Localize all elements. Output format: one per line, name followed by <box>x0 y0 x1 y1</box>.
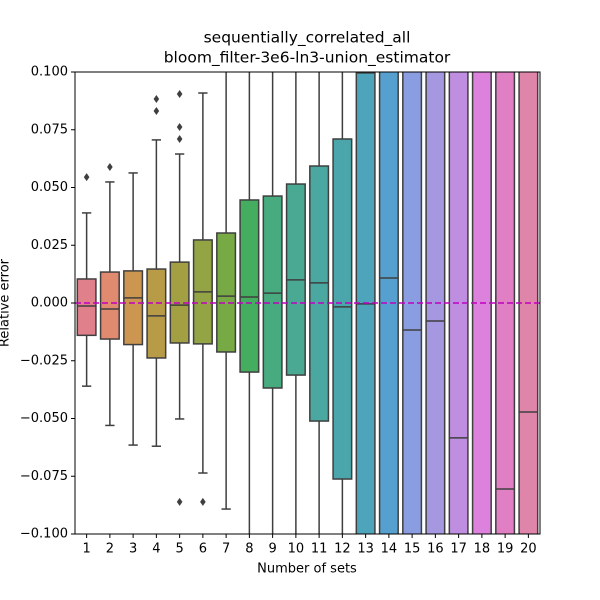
plot-frame <box>74 71 541 535</box>
outlier <box>176 89 183 98</box>
x-axis-label: Number of sets <box>257 562 357 577</box>
outlier <box>107 162 113 171</box>
outlier <box>153 107 160 116</box>
outlier <box>153 95 160 104</box>
box-group <box>471 72 492 534</box>
box-group <box>309 72 330 534</box>
box-group <box>99 162 120 427</box>
x-tick-label: 16 <box>427 542 444 557</box>
box <box>309 165 330 422</box>
x-tick-label: 5 <box>175 542 183 557</box>
plot-area <box>75 72 540 534</box>
x-tick-label: 14 <box>381 542 398 557</box>
box <box>355 72 376 534</box>
box-group <box>216 72 237 510</box>
box-group <box>332 72 353 534</box>
x-tick-label: 13 <box>357 542 374 557</box>
box-group <box>285 72 306 534</box>
x-tick-label: 10 <box>288 542 305 557</box>
box <box>99 271 120 340</box>
y-tick-label: −0.050 <box>20 411 68 426</box>
box <box>518 72 539 534</box>
x-tick-label: 7 <box>222 542 230 557</box>
box-group <box>355 72 376 534</box>
box-group <box>76 173 97 387</box>
x-tick-label: 17 <box>450 542 467 557</box>
outlier <box>176 122 183 131</box>
box <box>216 232 237 353</box>
box <box>448 72 469 534</box>
outlier <box>176 497 183 506</box>
box <box>471 72 492 534</box>
box <box>402 72 423 534</box>
outlier <box>200 497 206 506</box>
box <box>76 278 97 337</box>
y-tick-label: 0.025 <box>31 238 68 253</box>
x-tick-label: 19 <box>497 542 514 557</box>
x-tick-label: 18 <box>474 542 491 557</box>
chart-title: sequentially_correlated_all <box>204 29 411 48</box>
box-group <box>448 72 469 534</box>
x-tick-label: 8 <box>245 542 253 557</box>
box <box>425 72 446 534</box>
y-tick-label: −0.100 <box>20 527 68 542</box>
box-group <box>146 95 167 447</box>
box-group <box>192 92 213 506</box>
y-tick-label: 0.000 <box>31 296 68 311</box>
box-group <box>495 72 516 534</box>
box <box>495 72 516 534</box>
x-tick-label: 11 <box>311 542 328 557</box>
y-tick-label: 0.100 <box>31 65 68 80</box>
x-tick-label: 15 <box>404 542 421 557</box>
axes: −0.100 −0.075 −0.050 −0.025 0.000 0.025 0.050 0… <box>20 65 541 557</box>
x-tick-label: 9 <box>268 542 276 557</box>
x-tick-label: 12 <box>334 542 351 557</box>
box-group <box>425 72 446 534</box>
chart-subtitle: bloom_filter-3e6-ln3-union_estimator <box>164 49 451 68</box>
outlier <box>83 173 90 182</box>
outlier <box>176 134 183 143</box>
x-tick-label: 3 <box>129 542 137 557</box>
y-tick-label: −0.075 <box>20 469 68 484</box>
y-tick-label: 0.075 <box>31 122 68 137</box>
y-axis-label: Relative error <box>0 258 13 347</box>
x-tick-label: 6 <box>199 542 207 557</box>
y-tick-label: −0.025 <box>20 353 68 368</box>
box <box>123 270 144 346</box>
box-group <box>169 89 190 506</box>
box <box>262 195 283 389</box>
box <box>332 138 353 480</box>
x-tick-label: 1 <box>82 542 90 557</box>
box-group <box>239 72 260 534</box>
box-group <box>402 72 423 534</box>
box-group <box>518 72 539 534</box>
box-group <box>262 72 283 534</box>
x-tick-label: 2 <box>106 542 114 557</box>
box-group <box>378 72 399 534</box>
x-tick-label: 20 <box>520 542 537 557</box>
x-tick-label: 4 <box>152 542 160 557</box>
y-tick-label: 0.050 <box>31 180 68 195</box>
box <box>239 199 260 373</box>
box <box>146 268 167 359</box>
box <box>378 72 399 534</box>
box-group <box>123 172 144 446</box>
